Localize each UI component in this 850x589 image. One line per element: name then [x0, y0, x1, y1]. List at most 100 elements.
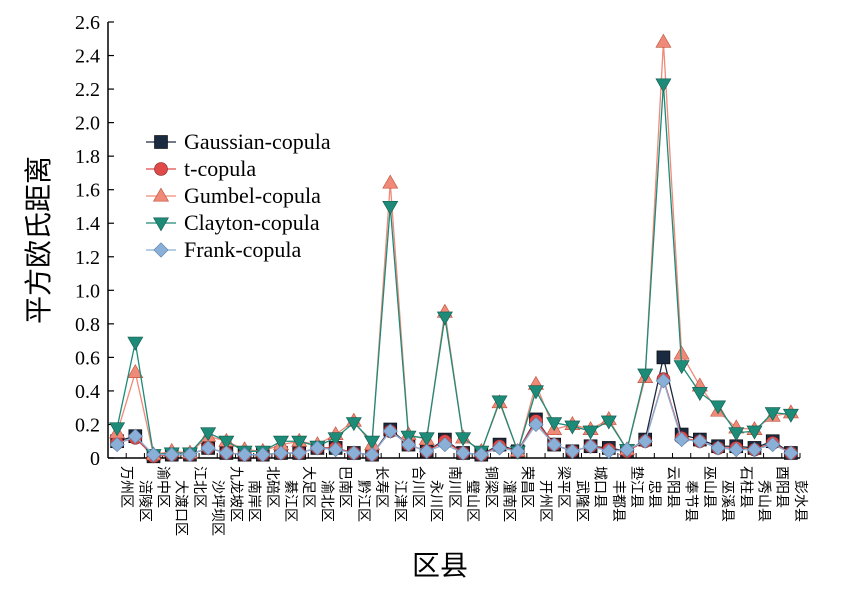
data-point — [273, 445, 289, 461]
y-axis-title: 平方欧氏距离 — [22, 156, 55, 324]
data-point — [382, 174, 399, 189]
category-label: 南岸区 — [246, 480, 262, 522]
category-label: 石柱县 — [737, 466, 753, 508]
category-label: 巫山县 — [701, 466, 717, 508]
category-label: 大渡口区 — [173, 480, 189, 536]
data-point — [710, 400, 727, 415]
category-label: 九龙坡区 — [227, 466, 243, 522]
data-point — [546, 417, 563, 432]
data-point — [237, 447, 253, 463]
data-point — [582, 425, 599, 440]
data-point — [127, 336, 144, 351]
data-point — [746, 442, 763, 458]
legend-marker — [154, 135, 168, 149]
category-label: 渝中区 — [155, 466, 171, 508]
category-label: 万州区 — [118, 466, 134, 508]
category-label: 开州区 — [537, 480, 553, 522]
data-point — [437, 437, 453, 453]
category-label: 巴南区 — [337, 466, 353, 508]
category-label: 北碚区 — [264, 466, 280, 508]
y-tick-label: 1.4 — [75, 213, 100, 235]
y-tick-label: 0.2 — [75, 414, 100, 436]
data-point — [746, 425, 763, 440]
data-point — [782, 408, 799, 423]
data-point — [255, 447, 271, 463]
data-point — [491, 395, 508, 410]
y-tick-label: 2.4 — [75, 46, 100, 68]
data-point — [419, 443, 435, 459]
data-point — [765, 437, 781, 453]
category-label: 奉节县 — [683, 480, 699, 522]
data-point — [600, 415, 617, 430]
data-point — [273, 435, 289, 450]
legend-item: Gaussian-copula — [146, 129, 331, 154]
legend-marker — [153, 187, 169, 202]
data-point — [436, 311, 453, 326]
data-point — [527, 385, 544, 400]
category-label: 酉阳县 — [774, 466, 790, 508]
data-point — [109, 437, 125, 453]
category-label: 铜梁区 — [482, 466, 498, 508]
data-point — [673, 360, 690, 375]
data-point — [783, 445, 799, 461]
category-label: 云阳县 — [664, 466, 680, 508]
data-point — [473, 447, 489, 463]
data-point — [510, 443, 526, 459]
data-point — [691, 387, 708, 402]
data-point — [145, 447, 162, 463]
data-point — [309, 440, 325, 456]
data-point — [382, 423, 398, 439]
y-tick-label: 0.6 — [75, 347, 100, 369]
series-line — [116, 378, 792, 456]
category-label: 城口县 — [592, 466, 608, 508]
data-point — [164, 447, 180, 463]
data-point — [655, 33, 672, 48]
category-label: 江津区 — [391, 480, 407, 522]
data-point — [345, 417, 362, 432]
legend-marker — [153, 217, 169, 232]
category-labels: 万州区 涪陵区 渝中区 大渡口区 江北区 沙坪坝区 九龙坡区 南岸区 北碚区 綦江区 大足区 渝北区巴… — [118, 466, 808, 536]
series-line — [116, 376, 792, 457]
data-point — [491, 440, 508, 456]
legend-label: Clayton-copula — [184, 210, 320, 235]
data-point — [619, 442, 635, 458]
data-point — [583, 438, 599, 454]
data-point — [455, 445, 471, 461]
data-point — [601, 443, 617, 459]
category-label: 忠县 — [646, 480, 662, 508]
data-point — [328, 442, 344, 458]
category-label: 长寿区 — [373, 466, 390, 508]
x-axis-title: 区县 — [412, 549, 468, 582]
data-point — [692, 433, 708, 449]
axes: 0 0.2 0.4 0.6 0.8 1.0 1.2 1.4 1.6 1.8 2.0 2.2 2.4 2.6 — [75, 12, 801, 470]
category-label: 江北区 — [191, 466, 207, 508]
data-point — [182, 447, 198, 463]
legend-item: Frank-copula — [146, 237, 302, 262]
data-point — [728, 427, 745, 442]
data-point — [400, 437, 417, 453]
legend-label: Frank-copula — [184, 237, 302, 262]
category-label: 巫溪县 — [719, 480, 735, 522]
data-point — [218, 435, 235, 450]
category-label: 渝北区 — [318, 480, 334, 522]
legend-item: t-copula — [146, 156, 256, 181]
data-point — [127, 428, 143, 444]
data-point — [546, 437, 562, 453]
y-tick-label: 0.8 — [75, 314, 100, 336]
series-layer — [109, 33, 799, 464]
legend-label: Gumbel-copula — [184, 183, 321, 208]
category-label: 大足区 — [300, 466, 316, 508]
y-tick-label: 0 — [90, 448, 100, 470]
data-point — [564, 443, 580, 459]
data-point — [764, 407, 781, 422]
data-point — [382, 200, 399, 215]
category-label: 武隆区 — [573, 480, 589, 522]
legend-label: Gaussian-copula — [184, 129, 331, 154]
y-tick-label: 0.4 — [75, 381, 100, 403]
category-label: 秀山县 — [755, 480, 771, 522]
data-point — [291, 445, 307, 461]
data-point — [674, 431, 690, 448]
category-label: 涪陵区 — [136, 480, 152, 522]
data-point — [346, 445, 362, 461]
series-Frank-copula — [109, 373, 799, 463]
